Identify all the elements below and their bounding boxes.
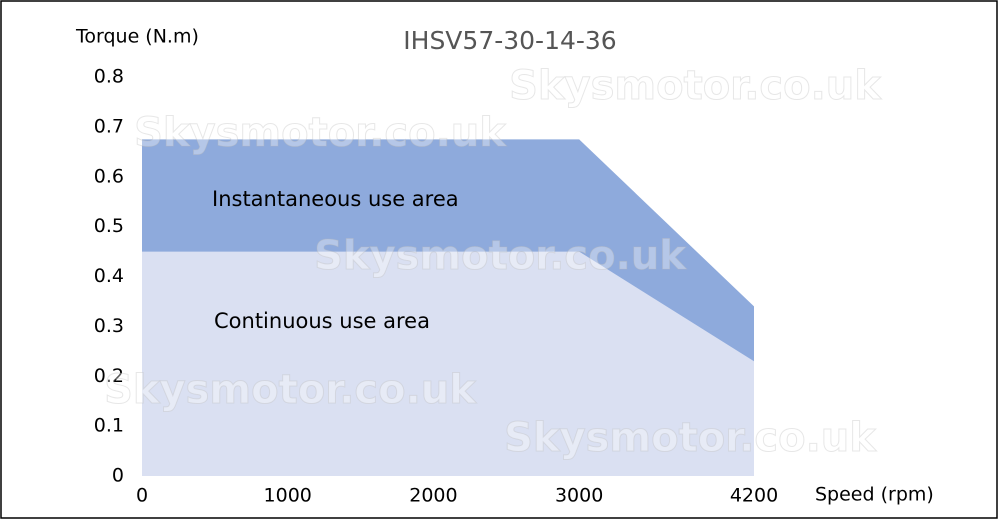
watermark: Skysmotor.co.uk [504, 415, 877, 461]
x-tick-label: 0 [136, 485, 148, 507]
y-tick-label: 0.5 [94, 215, 124, 237]
y-tick-label: 0 [112, 465, 124, 487]
y-tick-label: 0.3 [94, 315, 124, 337]
plot-area [142, 139, 754, 476]
y-axis-label: Torque (N.m) [75, 26, 199, 48]
y-tick-label: 0.7 [94, 115, 124, 137]
x-tick-label: 4200 [730, 485, 778, 507]
chart-title: IHSV57-30-14-36 [403, 26, 616, 55]
watermark: Skysmotor.co.uk [134, 110, 507, 156]
x-tick-label: 2000 [409, 485, 457, 507]
area-label: Continuous use area [214, 309, 430, 333]
x-axis-label: Speed (rpm) [815, 484, 934, 506]
y-tick-label: 0.8 [94, 66, 124, 88]
watermark: Skysmotor.co.uk [314, 233, 687, 279]
y-tick-label: 0.2 [94, 365, 124, 387]
y-tick-label: 0.6 [94, 165, 124, 187]
area-label: Instantaneous use area [212, 187, 459, 211]
y-tick-label: 0.4 [94, 265, 124, 287]
area [142, 251, 754, 476]
watermark: Skysmotor.co.uk [104, 367, 477, 413]
y-tick-label: 0.1 [94, 415, 124, 437]
watermark: Skysmotor.co.uk [509, 63, 882, 109]
x-tick-label: 1000 [264, 485, 312, 507]
x-tick-label: 3000 [555, 485, 603, 507]
